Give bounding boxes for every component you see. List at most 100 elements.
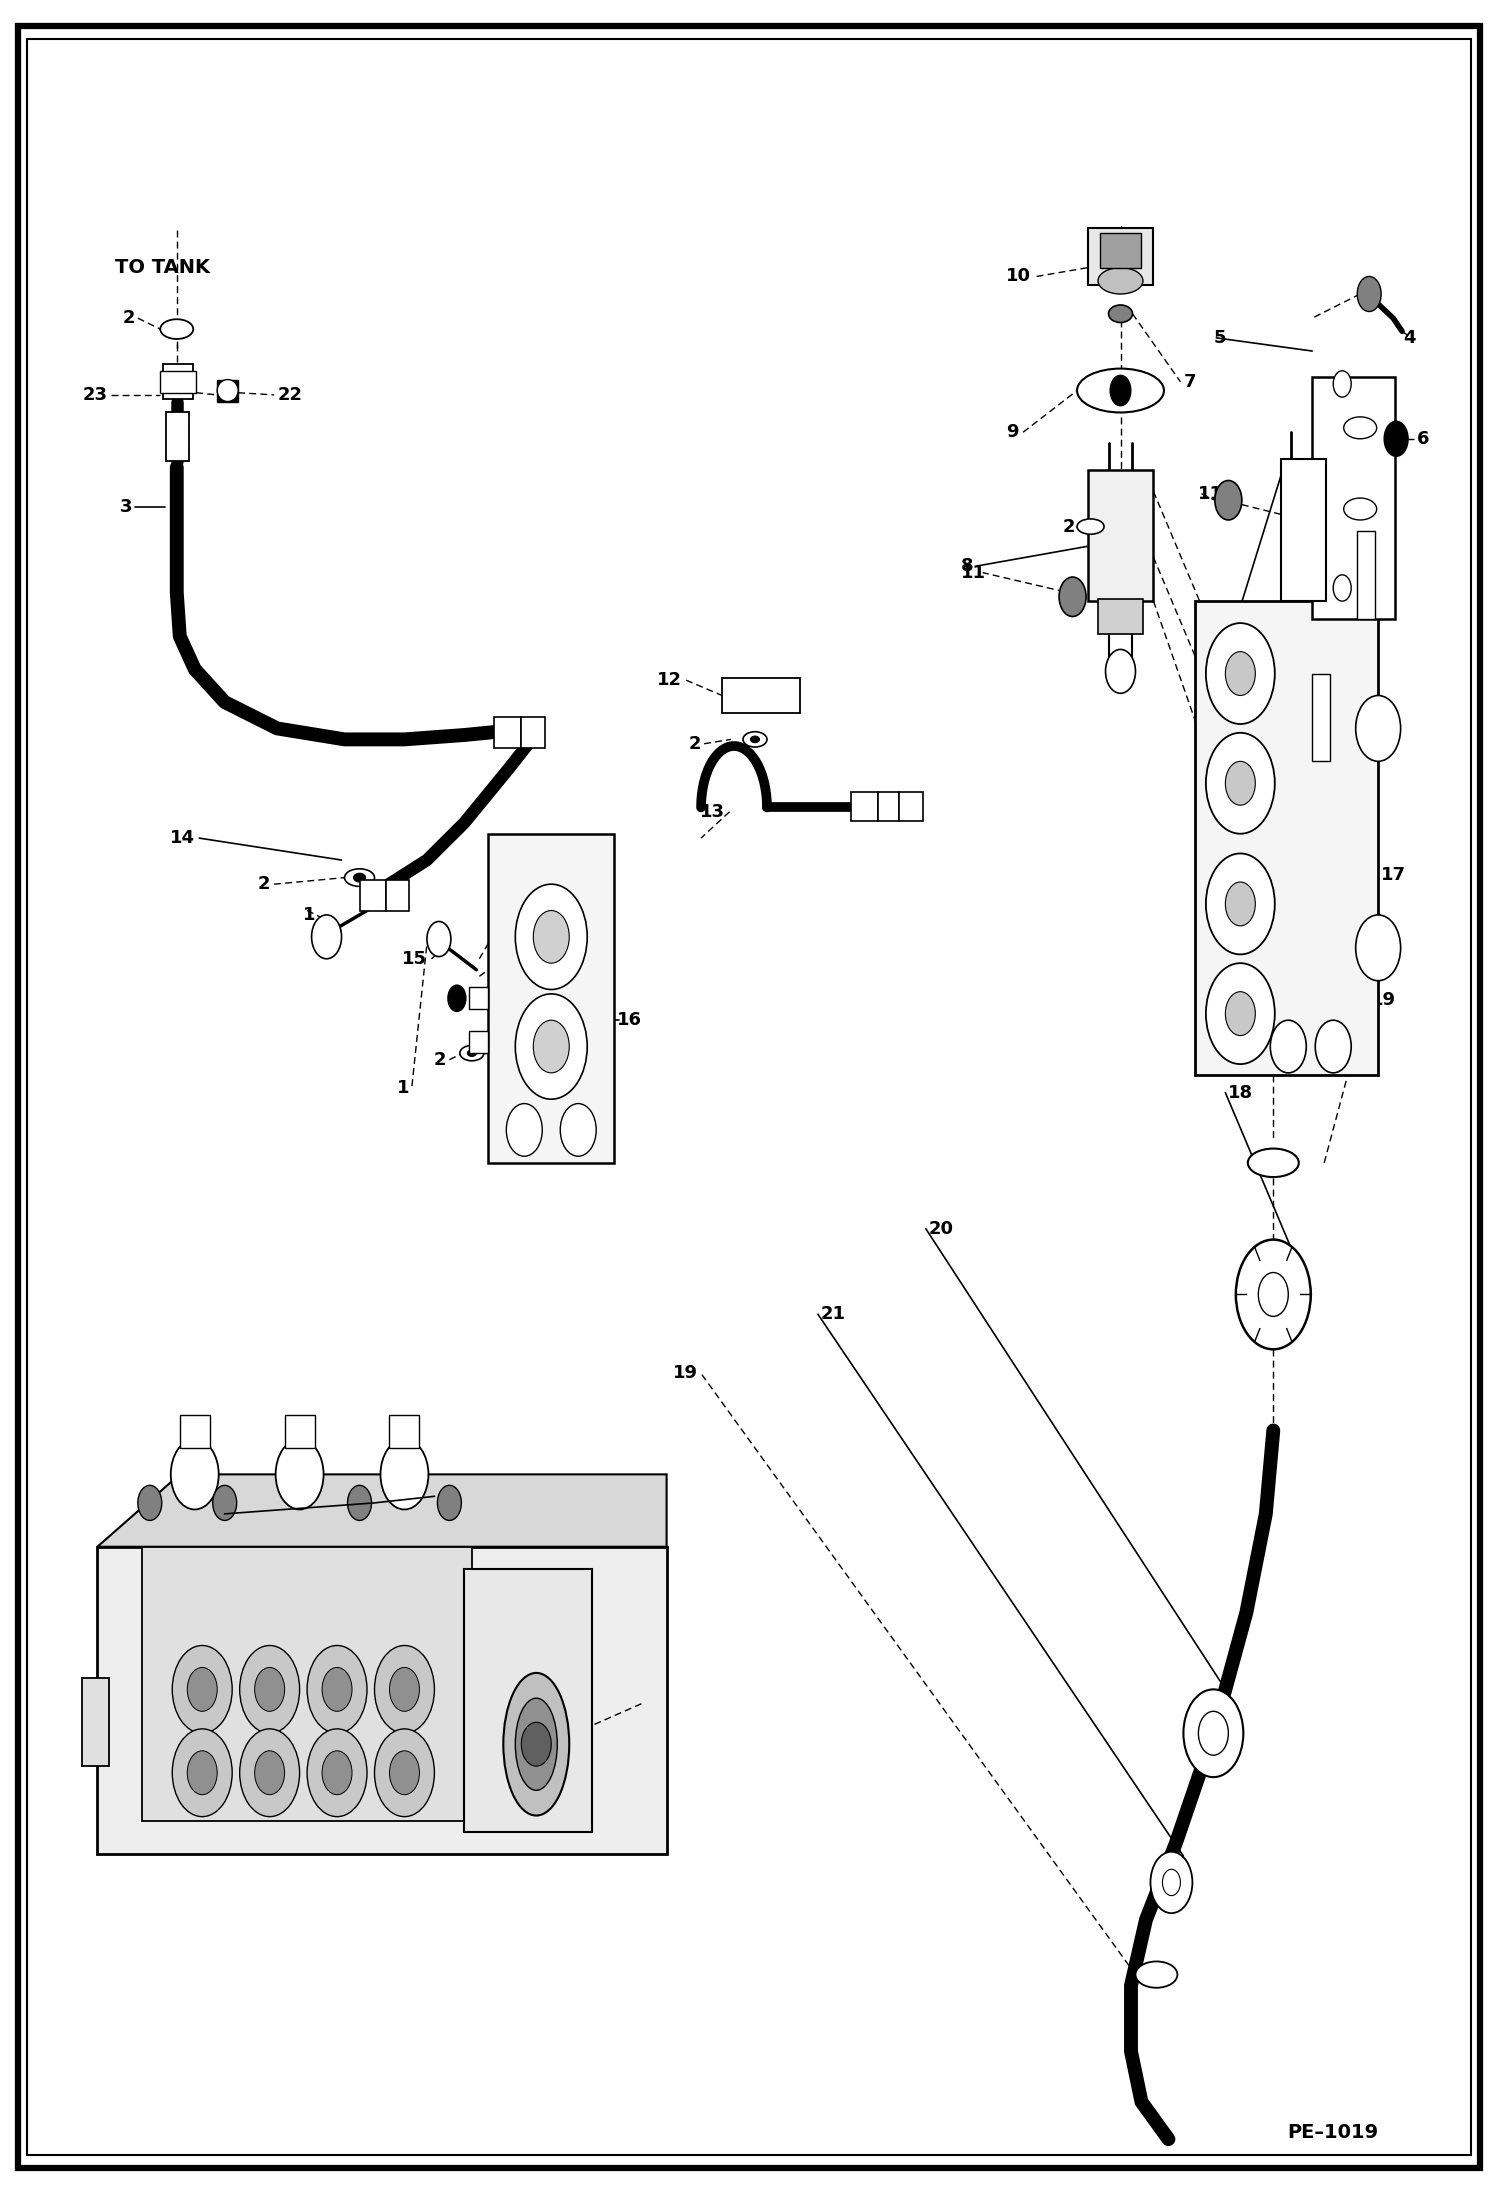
Circle shape: [172, 1729, 232, 1817]
Text: 17: 17: [1381, 867, 1407, 884]
Circle shape: [1206, 623, 1275, 724]
Circle shape: [171, 1439, 219, 1509]
Bar: [217, 380, 238, 402]
Bar: [1100, 233, 1141, 268]
Bar: [722, 678, 800, 713]
Circle shape: [1384, 421, 1408, 456]
Circle shape: [560, 1104, 596, 1156]
Circle shape: [1258, 1273, 1288, 1316]
Circle shape: [1225, 652, 1255, 695]
Circle shape: [1356, 915, 1401, 981]
Bar: [1312, 674, 1330, 761]
Text: 4: 4: [1404, 329, 1416, 347]
Text: 15: 15: [401, 950, 427, 968]
Ellipse shape: [1248, 1150, 1299, 1178]
Text: 19: 19: [529, 1729, 554, 1746]
Circle shape: [255, 1667, 285, 1711]
Ellipse shape: [1344, 417, 1377, 439]
Bar: [360, 880, 386, 911]
Polygon shape: [97, 1474, 667, 1547]
Circle shape: [255, 1751, 285, 1795]
Circle shape: [533, 1020, 569, 1073]
Circle shape: [1110, 375, 1131, 406]
Text: 20: 20: [929, 1220, 954, 1237]
Bar: [180, 1415, 210, 1448]
Text: 2: 2: [123, 309, 135, 327]
Bar: [389, 1415, 419, 1448]
Text: 5: 5: [1213, 329, 1225, 347]
Ellipse shape: [467, 1049, 476, 1055]
Circle shape: [1356, 695, 1401, 761]
Bar: [494, 717, 521, 748]
Circle shape: [389, 1751, 419, 1795]
Circle shape: [276, 1439, 324, 1509]
Ellipse shape: [743, 731, 767, 746]
Circle shape: [437, 1485, 461, 1520]
Circle shape: [240, 1646, 300, 1733]
Circle shape: [213, 1485, 237, 1520]
Bar: [386, 880, 409, 911]
Text: 1: 1: [397, 1079, 409, 1097]
Text: 12: 12: [1221, 656, 1246, 674]
Circle shape: [533, 911, 569, 963]
Ellipse shape: [1135, 1961, 1177, 1988]
Circle shape: [448, 985, 466, 1011]
Text: 16: 16: [617, 1011, 643, 1029]
Bar: [469, 1031, 488, 1053]
Circle shape: [1225, 992, 1255, 1036]
Ellipse shape: [345, 869, 374, 886]
Circle shape: [1333, 575, 1351, 601]
Bar: [97, 1547, 667, 1854]
Text: 2: 2: [434, 1051, 446, 1068]
Ellipse shape: [354, 873, 366, 882]
Text: 22: 22: [277, 386, 303, 404]
Circle shape: [1225, 882, 1255, 926]
Text: TO TANK: TO TANK: [115, 259, 210, 276]
Ellipse shape: [217, 380, 238, 402]
Bar: [160, 371, 196, 393]
Bar: [285, 1415, 315, 1448]
Bar: [488, 834, 614, 1163]
Text: 9: 9: [1007, 423, 1019, 441]
Circle shape: [322, 1751, 352, 1795]
Text: 2: 2: [1064, 518, 1076, 535]
Text: 19: 19: [673, 1365, 698, 1382]
Ellipse shape: [503, 1672, 569, 1817]
Circle shape: [1225, 761, 1255, 805]
Text: 11: 11: [1198, 485, 1224, 502]
Text: 23: 23: [82, 386, 108, 404]
Text: 21: 21: [821, 1305, 846, 1323]
Ellipse shape: [750, 737, 759, 742]
Circle shape: [389, 1667, 419, 1711]
Bar: [1312, 377, 1395, 619]
Ellipse shape: [1077, 369, 1164, 412]
Text: 3: 3: [120, 498, 132, 516]
Bar: [163, 364, 193, 399]
Circle shape: [1215, 480, 1242, 520]
Ellipse shape: [1077, 518, 1104, 535]
Circle shape: [187, 1667, 217, 1711]
Circle shape: [187, 1751, 217, 1795]
Bar: [142, 1547, 472, 1821]
Circle shape: [1206, 853, 1275, 954]
Bar: [469, 987, 488, 1009]
Ellipse shape: [515, 1698, 557, 1790]
Circle shape: [1315, 1020, 1351, 1073]
Text: 12: 12: [656, 671, 682, 689]
Bar: [851, 792, 878, 821]
Circle shape: [506, 1104, 542, 1156]
Circle shape: [515, 994, 587, 1099]
Circle shape: [1333, 371, 1351, 397]
Ellipse shape: [160, 320, 193, 340]
Circle shape: [172, 1646, 232, 1733]
Text: 13: 13: [700, 803, 725, 821]
Bar: [464, 1569, 592, 1832]
Circle shape: [322, 1667, 352, 1711]
Bar: [1088, 470, 1153, 601]
Circle shape: [521, 1722, 551, 1766]
Bar: [899, 792, 923, 821]
Circle shape: [427, 921, 451, 957]
Text: 11: 11: [960, 564, 986, 581]
Text: 18: 18: [1228, 1084, 1254, 1101]
Text: 8: 8: [962, 557, 974, 575]
